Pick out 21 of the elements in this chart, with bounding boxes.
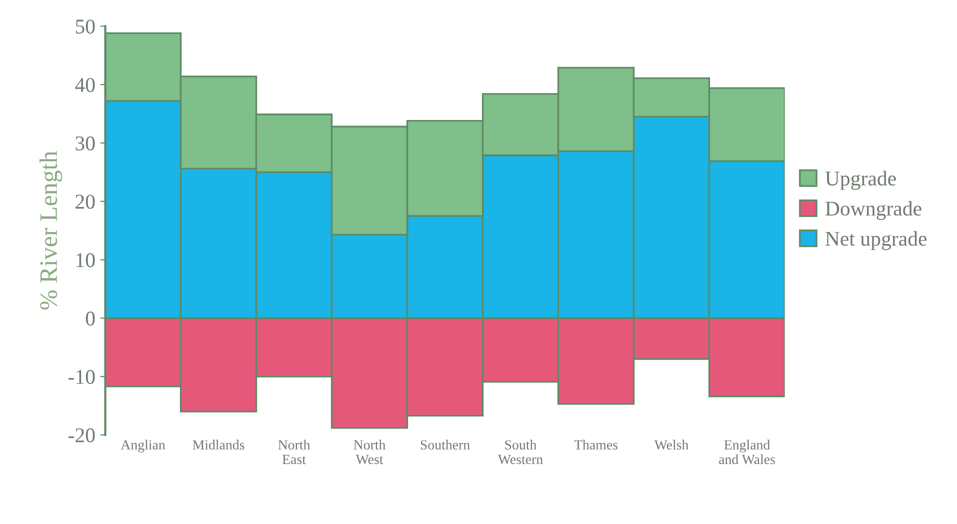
legend-label: Net upgrade [825, 231, 927, 250]
y-tick-label: 10 [76, 253, 95, 268]
y-tick-label: 40 [75, 78, 95, 92]
y-axis-title: % River Length [39, 151, 62, 310]
y-tick-label: -10 [68, 370, 95, 384]
x-tick-label: North West [354, 440, 386, 464]
x-tick-label: South Western [498, 440, 543, 464]
x-tick-label: Welsh [654, 440, 688, 450]
y-tick-label: 30 [76, 136, 95, 150]
x-tick-label: North East [278, 440, 310, 464]
y-tick-label: 20 [76, 194, 95, 209]
legend-label: Downgrade [825, 201, 922, 220]
y-tick-label: -20 [68, 428, 95, 442]
x-tick-label: England and Wales [719, 440, 775, 464]
y-tick-label: 0 [86, 312, 95, 326]
x-tick-label: Anglian [120, 440, 166, 452]
x-tick-label: Midlands [192, 440, 244, 450]
x-tick-label: Southern [420, 440, 470, 450]
x-tick-label: Thames [574, 440, 618, 450]
y-tick-label: 50 [76, 20, 95, 34]
legend-label: Upgrade [825, 170, 896, 190]
